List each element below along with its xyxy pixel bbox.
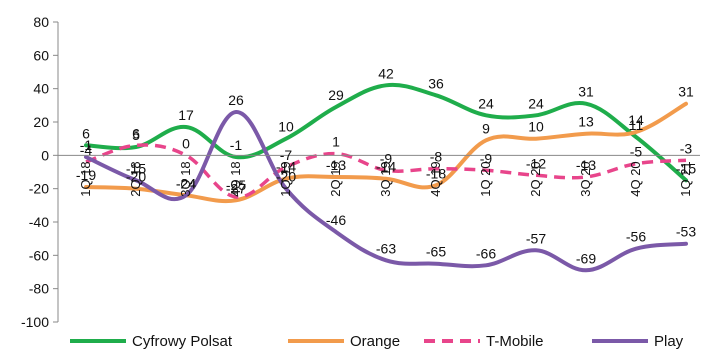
series-layer <box>84 82 688 273</box>
data-label-play: -24 <box>176 175 196 191</box>
data-label-t-mobile: -13 <box>576 157 596 173</box>
data-label-t-mobile: 1 <box>332 134 340 150</box>
y-tick-label: 20 <box>33 114 49 130</box>
x-tick-label: 3Q 20 <box>578 161 593 196</box>
x-tick-label: 2Q 19 <box>328 161 343 196</box>
legend-item-cyfrowy-polsat: Cyfrowy Polsat <box>70 333 233 349</box>
data-label-orange: -18 <box>426 165 446 181</box>
data-label-play: -65 <box>426 244 446 260</box>
x-tick-label: 2Q 20 <box>528 161 543 196</box>
data-label-cyfrowy-polsat: 42 <box>378 65 394 81</box>
x-tick-label: 2Q 18 <box>128 161 143 196</box>
data-label-orange: -20 <box>126 169 146 185</box>
y-tick-label: -40 <box>29 214 49 230</box>
x-tick-label: 3Q 18 <box>178 161 193 196</box>
data-label-play: -66 <box>476 245 496 261</box>
data-label-play: -15 <box>126 160 146 176</box>
data-label-t-mobile: -12 <box>526 155 546 171</box>
data-label-orange: 9 <box>482 120 490 136</box>
legend-label: T-Mobile <box>486 333 544 349</box>
y-tick-label: -80 <box>29 281 49 297</box>
data-label-orange: -24 <box>176 175 196 191</box>
data-label-orange: -19 <box>76 167 96 183</box>
x-tick-label: 1Q 19 <box>278 161 293 196</box>
y-tick-label: -60 <box>29 247 49 263</box>
x-tick-label: 1Q 18 <box>78 161 93 196</box>
data-label-orange: -14 <box>276 159 296 175</box>
legend: Cyfrowy Polsat Orange T-Mobile Play <box>70 333 684 349</box>
data-label-cyfrowy-polsat: 11 <box>629 117 644 133</box>
data-label-cyfrowy-polsat: -1 <box>230 137 243 153</box>
y-tick-label: -20 <box>29 181 49 197</box>
data-label-cyfrowy-polsat: 10 <box>278 119 294 135</box>
y-tick-label: 80 <box>33 14 49 30</box>
data-label-cyfrowy-polsat: 5 <box>132 127 140 143</box>
data-label-t-mobile: -9 <box>480 150 493 166</box>
data-label-t-mobile: -4 <box>80 142 93 158</box>
data-label-t-mobile: 0 <box>182 135 190 151</box>
data-label-t-mobile: 6 <box>132 125 140 141</box>
y-tick-label: 40 <box>33 81 49 97</box>
legend-item-t-mobile: T-Mobile <box>424 333 544 349</box>
data-label-cyfrowy-polsat: 29 <box>328 87 344 103</box>
data-label-t-mobile: -5 <box>630 144 643 160</box>
data-label-play: -69 <box>576 250 596 266</box>
data-label-cyfrowy-polsat: 6 <box>82 125 90 141</box>
data-label-cyfrowy-polsat: 36 <box>428 75 444 91</box>
data-label-t-mobile: -3 <box>680 140 693 156</box>
x-tick-label: 4Q 19 <box>428 161 443 196</box>
data-label-play: -1 <box>80 137 93 153</box>
data-label-play: -20 <box>276 169 296 185</box>
y-tick-label: -100 <box>21 314 49 330</box>
data-label-orange: 13 <box>578 114 594 130</box>
data-label-play: -63 <box>376 240 396 256</box>
x-tick-label: 3Q 19 <box>378 161 393 196</box>
data-label-play: -46 <box>326 212 346 228</box>
data-label-t-mobile: -8 <box>430 149 443 165</box>
legend-label: Orange <box>350 333 400 349</box>
data-label-t-mobile: -25 <box>226 177 246 193</box>
x-axis: 1Q 18 2Q 18 3Q 18 4Q 18 1Q 19 2Q 19 3Q 19 4Q 19… <box>58 154 700 197</box>
data-label-orange: -13 <box>326 157 346 173</box>
legend-item-orange: Orange <box>288 333 400 349</box>
data-label-play: -53 <box>676 224 696 240</box>
series-line-cyfrowy-polsat <box>84 82 688 183</box>
data-label-t-mobile: -7 <box>280 147 293 163</box>
data-label-cyfrowy-polsat: 24 <box>478 95 494 111</box>
data-label-play: -56 <box>626 229 646 245</box>
data-label-cyfrowy-polsat: -15 <box>676 160 696 176</box>
y-tick-label: 60 <box>33 47 49 63</box>
x-tick-label: 1Q 21 <box>678 161 693 196</box>
data-label-orange: 10 <box>528 119 544 135</box>
x-tick-label: 4Q 20 <box>628 161 643 196</box>
data-label-play: -57 <box>526 230 546 246</box>
data-label-orange: -27 <box>226 180 246 196</box>
data-label-orange: 31 <box>678 84 694 100</box>
data-label-orange: -14 <box>376 159 396 175</box>
legend-item-play: Play <box>592 333 684 349</box>
x-tick-label: 4Q 18 <box>228 161 243 196</box>
data-label-cyfrowy-polsat: 17 <box>178 107 194 123</box>
x-tick-label: 1Q 20 <box>478 161 493 196</box>
data-label-cyfrowy-polsat: 31 <box>578 84 594 100</box>
data-label-t-mobile: -9 <box>380 150 393 166</box>
legend-label: Cyfrowy Polsat <box>132 333 233 349</box>
series-line-play <box>84 110 688 273</box>
y-axis: 80 60 40 20 0 -20 -40 -60 -80 -100 <box>21 14 59 330</box>
data-label-play: 26 <box>228 92 244 108</box>
legend-label: Play <box>654 333 684 349</box>
y-tick-label: 0 <box>41 147 49 163</box>
data-label-cyfrowy-polsat: 24 <box>528 95 544 111</box>
data-label-orange: 14 <box>628 112 644 128</box>
